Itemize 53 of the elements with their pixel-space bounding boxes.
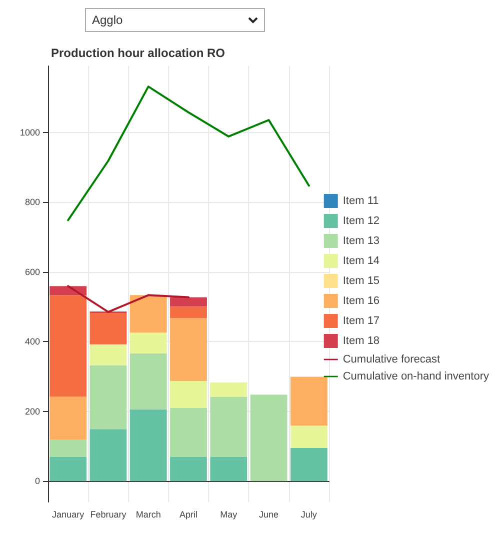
legend-label: Item 16 <box>342 295 380 307</box>
bar <box>50 457 87 482</box>
bar <box>170 457 207 482</box>
bar <box>250 394 288 482</box>
line-series <box>67 86 310 222</box>
y-tick-label: 600 <box>24 266 40 277</box>
bar <box>290 448 328 482</box>
bar <box>130 353 167 410</box>
legend-label: Cumulative on-hand inventory <box>342 370 490 382</box>
x-tick-label: February <box>90 510 127 520</box>
y-tick-label: 400 <box>24 336 40 347</box>
legend-label: Item 13 <box>342 235 380 247</box>
bar <box>130 295 167 332</box>
legend-label: Item 18 <box>342 335 380 347</box>
bar <box>170 318 207 381</box>
y-tick-label: 200 <box>24 406 40 416</box>
y-tick-label: 800 <box>24 197 40 208</box>
legend-label: Item 14 <box>342 255 380 267</box>
legend-label: Item 15 <box>342 275 380 287</box>
bar <box>130 409 167 482</box>
y-tick-label: 0 <box>34 476 40 486</box>
x-tick-label: January <box>52 510 85 520</box>
legend-label: Cumulative forecast <box>342 354 440 366</box>
bar <box>170 380 207 408</box>
bar <box>290 376 328 426</box>
bar <box>210 397 248 458</box>
x-tick-label: July <box>300 510 318 520</box>
bar <box>130 332 167 354</box>
bar <box>210 382 248 398</box>
bar <box>90 365 127 430</box>
chart-title: Production hour allocation RO <box>51 46 225 60</box>
bar <box>90 312 127 344</box>
x-tick-label: April <box>179 510 198 520</box>
y-tick-label: 1000 <box>20 127 40 138</box>
x-tick-label: March <box>136 510 161 520</box>
bar <box>90 344 127 366</box>
bar <box>290 426 328 448</box>
legend-label: Item 12 <box>342 215 380 227</box>
bar <box>170 408 207 458</box>
bar <box>90 429 127 482</box>
dropdown[interactable]: Agglo <box>85 8 265 32</box>
bar <box>50 286 87 296</box>
bar <box>50 295 87 397</box>
x-tick-label: May <box>220 510 238 520</box>
legend-label: Item 11 <box>342 195 379 207</box>
line-series <box>67 285 190 313</box>
x-tick-label: June <box>259 510 279 520</box>
bar <box>50 440 87 458</box>
bar <box>170 306 207 318</box>
legend-label: Item 17 <box>342 315 380 327</box>
bar <box>50 396 87 440</box>
bar <box>210 457 248 482</box>
bar <box>170 297 207 306</box>
